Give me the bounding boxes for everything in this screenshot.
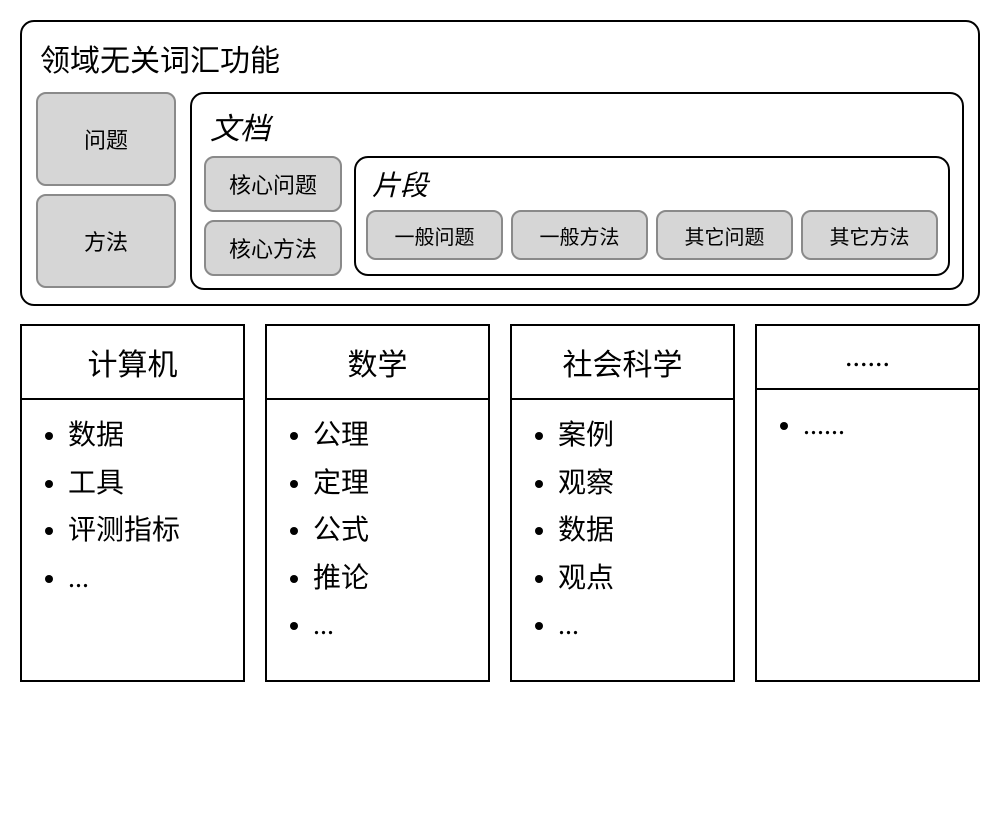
list-item: 观点 [558,555,725,603]
domain-box-more: ...... ...... [755,324,980,682]
list-item: 案例 [558,412,725,460]
question-label: 问题 [84,123,128,155]
core-question-box: 核心问题 [204,156,342,212]
list-item: ... [558,602,725,650]
other-method-box: 其它方法 [801,210,938,260]
list-item: ... [68,555,235,603]
other-method-label: 其它方法 [830,221,910,250]
list-item: ...... [803,402,970,450]
domains-row: 计算机 数据 工具 评测指标 ... 数学 公理 定理 公式 推论 ... [20,324,980,682]
core-method-box: 核心方法 [204,220,342,276]
core-method-label: 核心方法 [229,232,317,264]
list-item: 工具 [68,460,235,508]
list-item: ... [313,602,480,650]
method-box: 方法 [36,194,176,288]
general-question-label: 一般问题 [395,221,475,250]
general-method-box: 一般方法 [511,210,648,260]
document-title: 文档 [210,104,950,148]
document-row: 核心问题 核心方法 片段 一般问题 一般方法 其它问题 其它方法 [204,156,950,276]
list-item: 数据 [68,412,235,460]
general-question-box: 一般问题 [366,210,503,260]
left-column: 问题 方法 [36,92,176,290]
list-item: 评测指标 [68,507,235,555]
domain-title: 社会科学 [512,326,733,400]
domain-title: ...... [757,326,978,390]
domain-independent-vocab-box: 领域无关词汇功能 问题 方法 文档 核心问题 核心方法 片段 一般问题 [20,20,980,306]
question-box: 问题 [36,92,176,186]
segment-row: 一般问题 一般方法 其它问题 其它方法 [366,210,938,260]
domain-box-social-science: 社会科学 案例 观察 数据 观点 ... [510,324,735,682]
core-column: 核心问题 核心方法 [204,156,342,276]
other-question-box: 其它问题 [656,210,793,260]
main-row: 问题 方法 文档 核心问题 核心方法 片段 一般问题 一般方法 其它 [36,92,964,290]
list-item: 公理 [313,412,480,460]
other-question-label: 其它问题 [685,221,765,250]
list-item: 数据 [558,507,725,555]
domain-box-math: 数学 公理 定理 公式 推论 ... [265,324,490,682]
core-question-label: 核心问题 [229,168,317,200]
domain-box-computer: 计算机 数据 工具 评测指标 ... [20,324,245,682]
list-item: 观察 [558,460,725,508]
list-item: 定理 [313,460,480,508]
diagram-root: 领域无关词汇功能 问题 方法 文档 核心问题 核心方法 片段 一般问题 [20,20,980,682]
segment-box: 片段 一般问题 一般方法 其它问题 其它方法 [354,156,950,276]
outer-title: 领域无关词汇功能 [40,36,964,80]
domain-list: 公理 定理 公式 推论 ... [267,400,488,680]
document-box: 文档 核心问题 核心方法 片段 一般问题 一般方法 其它问题 其它方法 [190,92,964,290]
domain-list: 案例 观察 数据 观点 ... [512,400,733,680]
list-item: 公式 [313,507,480,555]
segment-title: 片段 [372,164,938,204]
list-item: 推论 [313,555,480,603]
method-label: 方法 [84,225,128,257]
domain-title: 数学 [267,326,488,400]
domain-list: ...... [757,390,978,670]
general-method-label: 一般方法 [540,221,620,250]
domain-title: 计算机 [22,326,243,400]
domain-list: 数据 工具 评测指标 ... [22,400,243,680]
